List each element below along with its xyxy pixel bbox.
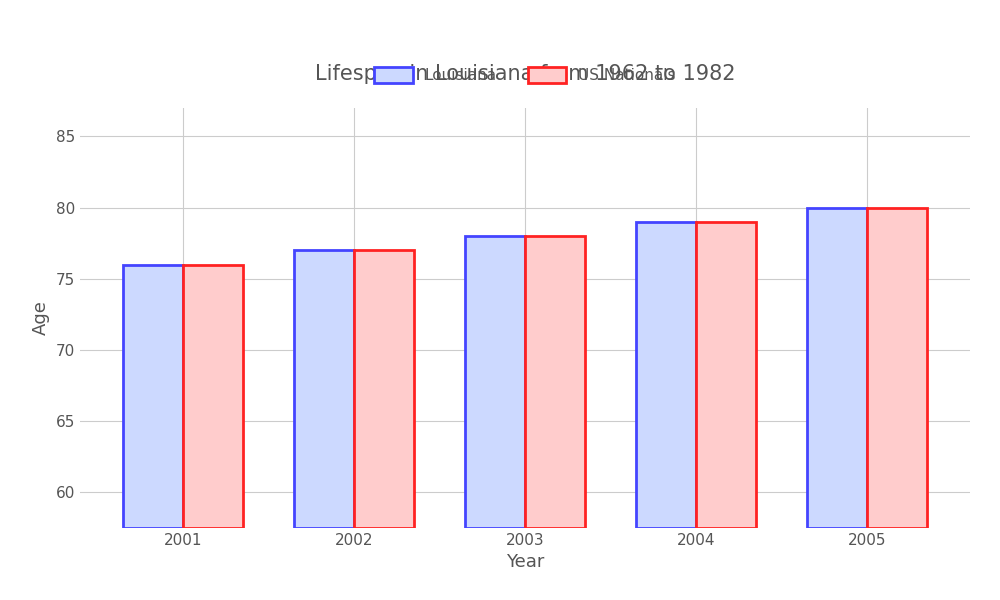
Y-axis label: Age: Age	[32, 301, 50, 335]
Bar	[294, 250, 354, 528]
Title: Lifespan in Louisiana from 1962 to 1982: Lifespan in Louisiana from 1962 to 1982	[315, 64, 735, 84]
Bar	[696, 222, 756, 528]
Bar	[183, 265, 243, 528]
Bar	[807, 208, 867, 528]
Bar	[465, 236, 525, 528]
Bar	[867, 208, 927, 528]
X-axis label: Year: Year	[506, 553, 544, 571]
Bar	[525, 236, 585, 528]
Bar	[123, 265, 183, 528]
Bar	[636, 222, 696, 528]
Legend: Louisiana, US Nationals: Louisiana, US Nationals	[368, 61, 682, 89]
Bar	[354, 250, 414, 528]
